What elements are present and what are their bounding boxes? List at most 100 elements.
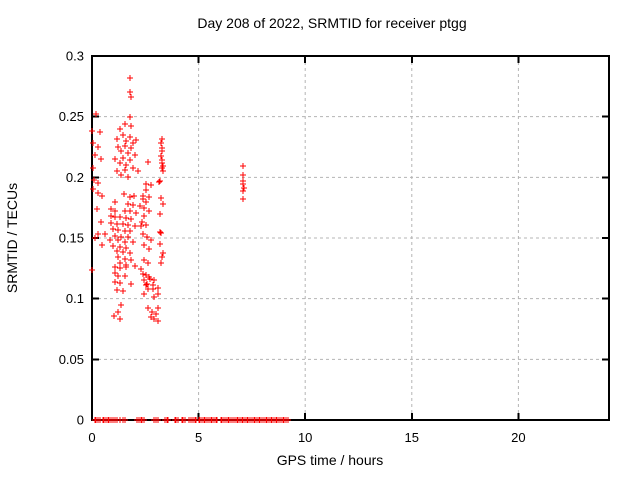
data-point-marker xyxy=(122,273,128,279)
data-point-marker xyxy=(118,234,124,240)
data-point-marker xyxy=(151,294,157,300)
y-tick-label: 0.25 xyxy=(59,109,84,124)
data-point-marker xyxy=(91,177,97,183)
y-tick-label: 0.3 xyxy=(66,49,84,64)
data-point-marker xyxy=(131,193,137,199)
x-axis-label: GPS time / hours xyxy=(277,452,384,468)
data-point-marker xyxy=(139,219,145,225)
data-point-marker xyxy=(140,231,146,237)
data-point-marker xyxy=(97,129,103,135)
data-point-marker xyxy=(155,285,161,291)
data-point-marker xyxy=(125,201,131,207)
data-point-marker xyxy=(117,244,123,250)
y-tick-label: 0.1 xyxy=(66,291,84,306)
data-point-marker xyxy=(159,148,165,154)
data-point-marker xyxy=(155,291,161,297)
data-point-marker xyxy=(140,271,146,277)
data-point-marker xyxy=(151,316,157,322)
data-point-marker xyxy=(98,156,104,162)
data-point-marker xyxy=(127,157,133,163)
data-point-marker xyxy=(123,245,129,251)
data-point-marker xyxy=(127,250,133,256)
data-point-marker xyxy=(241,185,247,191)
data-point-marker xyxy=(99,193,105,199)
data-point-marker xyxy=(94,206,100,212)
data-point-marker xyxy=(158,140,164,146)
data-point-marker xyxy=(127,75,133,81)
data-point-marker xyxy=(128,123,134,129)
data-point-marker xyxy=(95,231,101,237)
y-tick-label: 0.2 xyxy=(66,170,84,185)
data-point-marker xyxy=(146,194,152,200)
data-point-marker xyxy=(130,140,136,146)
data-point-marker xyxy=(128,145,134,151)
data-point-marker xyxy=(143,282,149,288)
data-point-marker xyxy=(137,203,143,209)
data-point-marker xyxy=(149,309,155,315)
data-point-marker xyxy=(155,305,161,311)
data-point-marker xyxy=(144,234,150,240)
data-point-marker xyxy=(141,291,147,297)
data-point-marker xyxy=(159,136,165,142)
data-point-marker xyxy=(117,316,123,322)
data-point-marker xyxy=(95,144,101,150)
data-point-marker xyxy=(157,211,163,217)
data-point-marker xyxy=(122,417,128,423)
data-point-marker xyxy=(127,89,133,95)
data-point-marker xyxy=(145,159,151,165)
data-point-marker xyxy=(118,302,124,308)
data-point-marker xyxy=(127,208,133,214)
data-point-marker xyxy=(115,237,121,243)
data-point-marker xyxy=(93,111,99,117)
data-point-marker xyxy=(114,248,120,254)
data-point-marker xyxy=(128,257,134,263)
data-point-marker xyxy=(138,266,144,272)
data-point-marker xyxy=(89,267,95,273)
data-point-marker xyxy=(133,210,139,216)
data-point-marker xyxy=(123,264,129,270)
data-point-layer xyxy=(89,75,291,423)
data-point-marker xyxy=(112,279,118,285)
data-point-marker xyxy=(160,168,166,174)
data-point-marker xyxy=(127,134,133,140)
data-point-marker xyxy=(114,136,120,142)
data-point-marker xyxy=(118,148,124,154)
data-point-marker xyxy=(145,305,151,311)
tick-layer xyxy=(91,55,609,421)
data-point-marker xyxy=(140,196,146,202)
data-point-marker xyxy=(130,165,136,171)
data-point-marker xyxy=(157,229,163,235)
data-point-marker xyxy=(112,199,118,205)
data-point-marker xyxy=(165,417,171,423)
data-point-marker xyxy=(120,249,126,255)
data-point-marker xyxy=(115,273,121,279)
data-point-marker xyxy=(148,182,154,188)
data-point-marker xyxy=(133,137,139,143)
data-point-marker xyxy=(127,228,133,234)
data-point-marker xyxy=(240,196,246,202)
data-point-marker xyxy=(115,144,121,150)
data-point-marker xyxy=(95,190,101,196)
data-point-marker xyxy=(145,260,151,266)
data-point-marker xyxy=(92,235,98,241)
data-point-marker xyxy=(114,221,120,227)
data-point-marker xyxy=(127,194,133,200)
x-tick-label: 20 xyxy=(511,430,525,445)
data-point-marker xyxy=(120,288,126,294)
data-point-marker xyxy=(127,114,133,120)
data-point-marker xyxy=(117,280,123,286)
data-point-marker xyxy=(128,216,134,222)
data-point-marker xyxy=(112,208,118,214)
data-point-marker xyxy=(157,178,163,184)
y-tick-label: 0.05 xyxy=(59,352,84,367)
data-point-marker xyxy=(135,168,141,174)
data-point-marker xyxy=(125,174,131,180)
data-point-marker xyxy=(122,167,128,173)
data-point-marker xyxy=(132,223,138,229)
data-point-marker xyxy=(112,270,118,276)
data-point-marker xyxy=(117,214,123,220)
data-point-marker xyxy=(155,318,161,324)
data-point-marker xyxy=(158,195,164,201)
data-point-marker xyxy=(112,156,118,162)
